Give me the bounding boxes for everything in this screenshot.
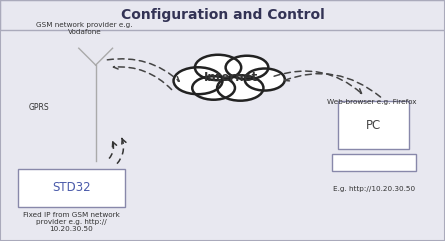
Bar (332, 154, 416, 171)
Text: Web-browser e.g. Firefox: Web-browser e.g. Firefox (327, 99, 417, 105)
Ellipse shape (174, 67, 222, 94)
Text: GPRS: GPRS (29, 103, 49, 112)
Text: Fixed IP from GSM network
provider e.g. http://
10.20.30.50: Fixed IP from GSM network provider e.g. … (23, 212, 120, 232)
Text: Configuration and Control: Configuration and Control (121, 8, 324, 22)
Ellipse shape (226, 56, 268, 79)
Ellipse shape (195, 55, 241, 80)
FancyArrowPatch shape (113, 65, 172, 90)
Ellipse shape (192, 76, 235, 100)
Bar (0, 0, 445, 30)
Bar (338, 101, 409, 149)
Text: STD32: STD32 (52, 181, 90, 194)
FancyArrowPatch shape (284, 74, 380, 97)
Text: E.g. http://10.20.30.50: E.g. http://10.20.30.50 (333, 186, 415, 192)
Bar (18, 169, 125, 207)
Ellipse shape (245, 68, 285, 91)
Text: Internet: Internet (204, 71, 259, 84)
Ellipse shape (217, 75, 263, 101)
FancyArrowPatch shape (274, 71, 361, 94)
Text: GSM network provider e.g.
Vodafone: GSM network provider e.g. Vodafone (36, 22, 133, 35)
Text: PC: PC (366, 119, 381, 132)
FancyArrowPatch shape (107, 59, 179, 81)
